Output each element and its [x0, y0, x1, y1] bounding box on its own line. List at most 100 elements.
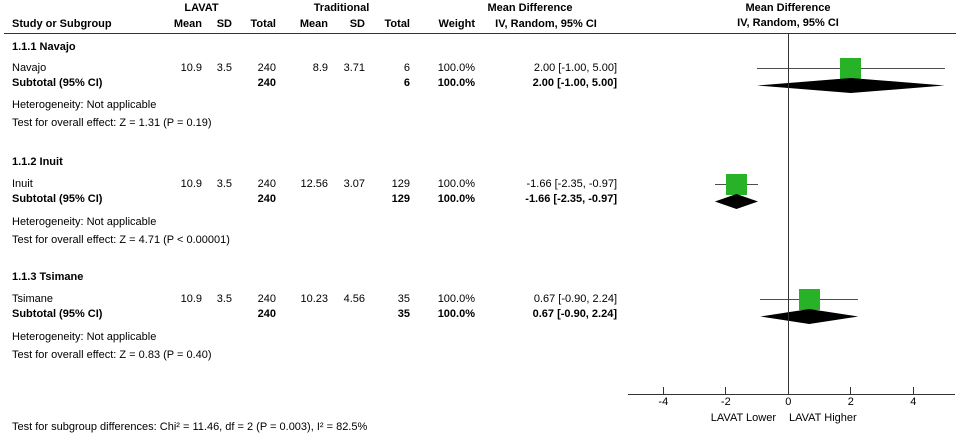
subtotal-row: Subtotal (95% CI) 240 6 100.0% 2.00 [-1.00, …: [0, 76, 617, 90]
cell-sd1: 3.5: [216, 62, 232, 74]
subtotal-diamond: [714, 194, 758, 209]
cell-weight: 100.0%: [437, 308, 475, 320]
cell-mean2: 10.23: [300, 293, 328, 305]
subgroup-title: 1.1.2 Inuit: [12, 156, 63, 168]
cell-sd2: 4.56: [343, 293, 365, 305]
study-row: Inuit 10.9 3.5 240 12.56 3.07 129 100.0% -1.66 […: [0, 177, 617, 191]
overall-effect-text: Test for overall effect: Z = 1.31 (P = 0…: [12, 117, 212, 129]
axis-tick-label: -2: [720, 396, 731, 408]
axis-tick-label: 2: [847, 396, 854, 408]
cell-total1: 240: [257, 178, 276, 190]
cell-ci: -1.66 [-2.35, -0.97]: [526, 178, 618, 190]
cell-sd1: 3.5: [216, 178, 232, 190]
cell-total1: 240: [257, 308, 276, 320]
cell-mean2: [276, 76, 328, 90]
x-axis-line: [628, 394, 955, 395]
cell-mean2: [276, 192, 328, 206]
cell-ci: 2.00 [-1.00, 5.00]: [533, 62, 617, 74]
subgroup-differences-text: Test for subgroup differences: Chi² = 11…: [12, 421, 368, 433]
axis-tick-label: 0: [785, 396, 792, 408]
col-mean1: Mean: [173, 18, 202, 30]
cell-sd1: [202, 76, 232, 90]
col-total2: Total: [384, 18, 410, 30]
col-mean2: Mean: [299, 18, 328, 30]
subtotal-diamond: [760, 309, 859, 324]
cell-total1: 240: [257, 193, 276, 205]
cell-sd2: [328, 307, 365, 321]
cell-ci: 0.67 [-0.90, 2.24]: [533, 293, 617, 305]
cell-mean2: [276, 307, 328, 321]
heterogeneity-text: Heterogeneity: Not applicable: [12, 216, 157, 228]
cell-total1: 240: [257, 77, 276, 89]
cell-weight: 100.0%: [437, 193, 475, 205]
heterogeneity-text: Heterogeneity: Not applicable: [12, 331, 157, 343]
cell-total2: 6: [403, 62, 410, 74]
cell-ci: 2.00 [-1.00, 5.00]: [532, 77, 617, 89]
group1-header: LAVAT: [184, 2, 219, 14]
cell-ci: -1.66 [-2.35, -0.97]: [525, 193, 617, 205]
cell-mean1: [150, 307, 202, 321]
cell-name: Tsimane: [12, 293, 53, 305]
col-sd2: SD: [349, 18, 365, 30]
axis-tick-label: -4: [658, 396, 669, 408]
col-total1: Total: [250, 18, 276, 30]
cell-total2: 129: [391, 193, 410, 205]
effect-square: [725, 173, 747, 195]
cell-total1: 240: [257, 293, 276, 305]
cell-mean2: 12.56: [300, 178, 328, 190]
cell-sd2: 3.71: [343, 62, 365, 74]
overall-effect-text: Test for overall effect: Z = 4.71 (P < 0…: [12, 234, 230, 246]
effect-square: [840, 57, 862, 79]
cell-sd1: [202, 192, 232, 206]
cell-weight: 100.0%: [437, 293, 475, 305]
cell-mean1: [150, 192, 202, 206]
col-method-left: IV, Random, 95% CI: [495, 18, 597, 30]
cell-mean1: 10.9: [180, 293, 202, 305]
col-weight: Weight: [438, 18, 475, 30]
col-study: Study or Subgroup: [12, 18, 112, 30]
axis-tick-label: 4: [910, 396, 917, 408]
axis-tick: [912, 387, 914, 394]
subtotal-row: Subtotal (95% CI) 240 35 100.0% 0.67 [-0.90,…: [0, 307, 617, 321]
cell-weight: 100.0%: [437, 77, 475, 89]
subgroup-title: 1.1.3 Tsimane: [12, 271, 84, 283]
axis-tick: [850, 387, 852, 394]
effect-header-left: Mean Difference: [487, 2, 573, 14]
effect-header-right: Mean Difference: [745, 2, 831, 14]
cell-name: Inuit: [12, 178, 33, 190]
cell-sd2: 3.07: [343, 178, 365, 190]
cell-mean1: 10.9: [180, 62, 202, 74]
cell-ci: 0.67 [-0.90, 2.24]: [532, 308, 617, 320]
col-method-right: IV, Random, 95% CI: [737, 17, 839, 29]
cell-mean2: 8.9: [312, 62, 328, 74]
cell-mean1: [150, 76, 202, 90]
effect-square: [798, 288, 820, 310]
col-sd1: SD: [216, 18, 232, 30]
axis-tick: [725, 387, 727, 394]
cell-name: Subtotal (95% CI): [12, 308, 103, 320]
cell-mean1: 10.9: [180, 178, 202, 190]
axis-tick: [662, 387, 664, 394]
cell-name: Navajo: [12, 62, 47, 74]
study-row: Tsimane 10.9 3.5 240 10.23 4.56 35 100.0% 0.67 […: [0, 292, 617, 306]
zero-line: [788, 34, 789, 394]
group2-header: Traditional: [313, 2, 370, 14]
axis-label-left: LAVAT Lower: [710, 412, 776, 424]
cell-name: Subtotal (95% CI): [12, 193, 103, 205]
header-divider: [4, 33, 956, 34]
heterogeneity-text: Heterogeneity: Not applicable: [12, 99, 157, 111]
cell-weight: 100.0%: [437, 178, 475, 190]
cell-sd2: [328, 192, 365, 206]
cell-total1: 240: [257, 62, 276, 74]
subtotal-diamond: [757, 78, 945, 93]
cell-total2: 6: [403, 77, 410, 89]
cell-name: Subtotal (95% CI): [12, 77, 103, 89]
cell-weight: 100.0%: [437, 62, 475, 74]
overall-effect-text: Test for overall effect: Z = 0.83 (P = 0…: [12, 349, 212, 361]
cell-sd1: [202, 307, 232, 321]
study-row: Navajo 10.9 3.5 240 8.9 3.71 6 100.0% 2.00 [-1.0…: [0, 61, 617, 75]
cell-total2: 129: [391, 178, 410, 190]
cell-total2: 35: [397, 293, 410, 305]
cell-total2: 35: [397, 308, 410, 320]
